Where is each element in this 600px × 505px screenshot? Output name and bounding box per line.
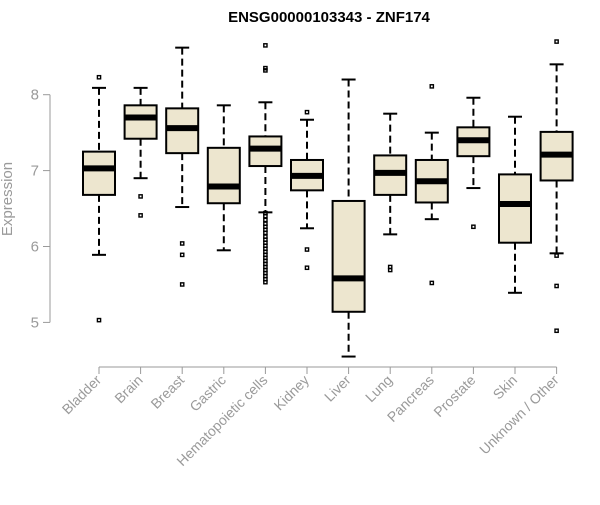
x-tick-label: Breast xyxy=(147,372,187,412)
outlier-point xyxy=(304,247,310,252)
box-iqr xyxy=(331,199,366,313)
box-iqr xyxy=(498,173,532,244)
outlier-point xyxy=(263,68,268,73)
outlier-point xyxy=(138,213,143,218)
x-tick-label: Unknown / Other xyxy=(476,372,562,458)
outlier-point xyxy=(96,74,102,80)
y-tick-label: 6 xyxy=(31,239,39,256)
outlier-point xyxy=(96,317,102,323)
chart-title: ENSG00000103343 - ZNF174 xyxy=(228,9,430,26)
y-tick-label: 8 xyxy=(31,87,39,104)
outlier-point xyxy=(429,84,435,89)
outlier-point xyxy=(179,252,185,258)
outlier-point xyxy=(179,282,185,287)
x-tick-label: Liver xyxy=(321,372,354,405)
y-tick-label: 7 xyxy=(31,163,39,180)
outlier-point xyxy=(554,39,559,44)
x-tick-label: Kidney xyxy=(271,372,313,414)
y-axis-label: Expression xyxy=(0,162,16,236)
outlier-point xyxy=(263,230,268,236)
outlier-point xyxy=(387,267,393,273)
outlier-point xyxy=(554,283,559,289)
outlier-point xyxy=(554,328,559,334)
outlier-point xyxy=(471,224,476,230)
x-tick-label: Brain xyxy=(111,372,145,406)
x-tick-label: Prostate xyxy=(430,372,478,420)
outlier-point xyxy=(304,109,310,115)
outlier-point xyxy=(263,43,268,48)
x-tick-label: Bladder xyxy=(59,372,105,418)
outlier-point xyxy=(138,194,143,199)
outlier-point xyxy=(263,279,268,285)
outlier-point xyxy=(554,253,559,258)
box-iqr xyxy=(206,146,241,205)
outlier-point xyxy=(304,265,310,271)
x-tick-label: Lung xyxy=(362,372,395,405)
outlier-point xyxy=(179,241,185,246)
outlier-point xyxy=(429,280,435,286)
box-iqr xyxy=(82,150,116,196)
outlier-point xyxy=(263,213,268,219)
y-tick-label: 5 xyxy=(31,314,39,331)
x-tick-label: Skin xyxy=(490,372,521,403)
outlier-point xyxy=(263,217,268,223)
box-iqr xyxy=(123,104,158,140)
